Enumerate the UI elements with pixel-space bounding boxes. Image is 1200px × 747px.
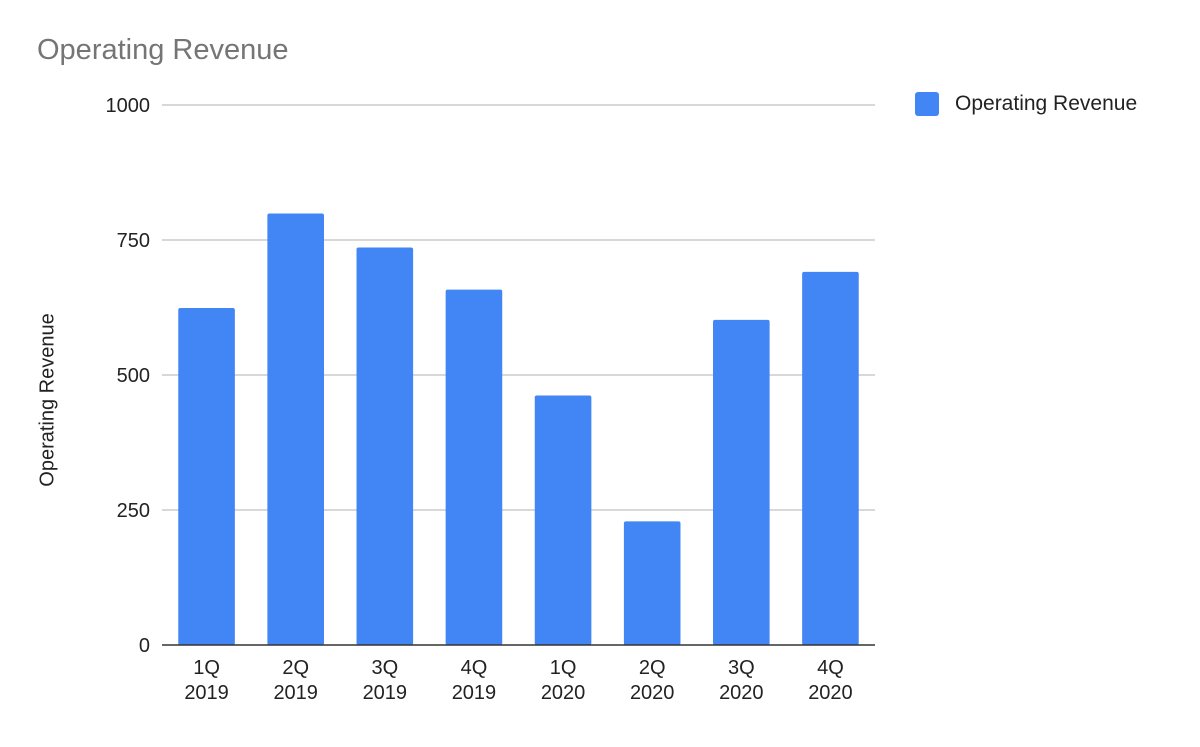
bar	[623, 521, 681, 645]
x-tick-label: 2019	[452, 682, 497, 704]
x-tick-label: 3Q	[728, 657, 755, 679]
x-tick-label: 2Q	[639, 657, 666, 679]
x-tick-label: 2Q	[282, 657, 309, 679]
x-tick-label: 1Q	[193, 657, 220, 679]
chart-title: Operating Revenue	[37, 34, 289, 66]
bar	[534, 395, 592, 645]
legend-swatch	[915, 92, 939, 116]
y-tick-label: 750	[117, 230, 150, 252]
x-tick-label: 4Q	[461, 657, 488, 679]
y-tick-labels: 0 250 500 750 1000	[106, 95, 151, 657]
y-tick-label: 500	[117, 365, 150, 387]
x-tick-label: 2020	[719, 682, 764, 704]
bar	[267, 213, 324, 646]
x-tick-label: 2019	[184, 682, 229, 704]
y-axis-label: Operating Revenue	[36, 313, 59, 487]
x-tick-label: 2020	[630, 682, 675, 704]
y-tick-label: 1000	[106, 95, 151, 117]
bar	[713, 319, 770, 645]
bar	[178, 308, 235, 645]
legend: Operating Revenue	[915, 92, 1137, 116]
bar	[802, 271, 859, 645]
bars	[178, 213, 859, 646]
x-tick-label: 4Q	[817, 657, 844, 679]
x-tick-label: 2019	[273, 682, 318, 704]
bar	[445, 289, 503, 645]
x-tick-label: 1Q	[550, 657, 577, 679]
x-tick-label: 2019	[363, 682, 408, 704]
y-tick-label: 250	[117, 500, 150, 522]
y-tick-label: 0	[139, 635, 150, 657]
x-tick-label: 2020	[541, 682, 586, 704]
legend-label: Operating Revenue	[955, 92, 1138, 115]
bar	[356, 247, 414, 645]
x-tick-label: 2020	[808, 682, 853, 704]
x-tick-label: 3Q	[371, 657, 398, 679]
x-tick-labels: 1Q 2019 2Q 2019 3Q 2019 4Q 2019 1Q 2020 2Q 2020 3Q 20…	[184, 657, 852, 704]
